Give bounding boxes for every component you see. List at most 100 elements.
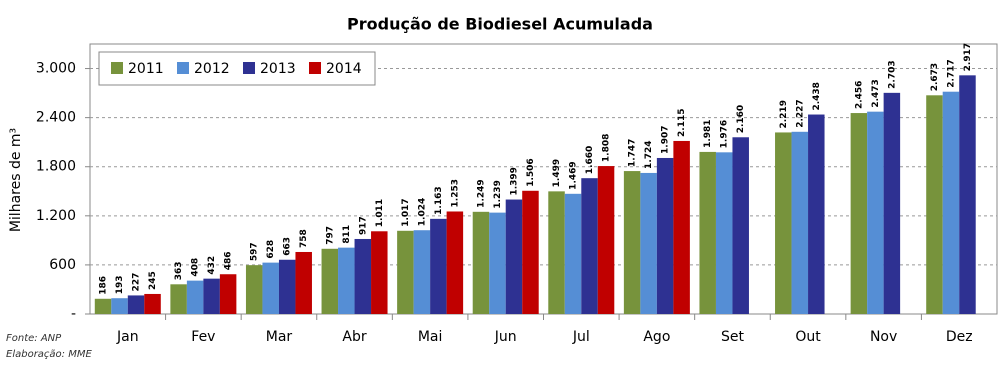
bar — [170, 284, 187, 314]
value-label: 193 — [115, 275, 125, 294]
value-label: 1.469 — [569, 161, 579, 189]
value-label: 227 — [132, 273, 142, 292]
value-label: 628 — [266, 240, 276, 259]
bar — [413, 230, 431, 314]
value-label: 1.724 — [644, 140, 654, 168]
bar — [245, 265, 263, 314]
y-tick-label: 3.000 — [36, 61, 76, 77]
x-tick-label: Nov — [870, 329, 897, 345]
y-tick-label: 1.800 — [36, 159, 76, 175]
bar — [850, 113, 868, 315]
value-label: 1.506 — [526, 158, 536, 186]
bar — [548, 191, 565, 314]
source-note: Fonte: ANP — [6, 333, 62, 344]
x-tick-label: Mar — [266, 329, 293, 345]
value-label: 1.253 — [450, 179, 460, 207]
bar — [295, 251, 312, 314]
value-label: 917 — [358, 216, 368, 235]
bar — [715, 152, 733, 314]
bar — [203, 278, 220, 314]
value-label: 2.219 — [779, 100, 789, 128]
legend-swatch — [309, 62, 321, 74]
legend-box — [98, 51, 376, 86]
value-label: 597 — [250, 242, 260, 261]
bar — [262, 262, 279, 314]
credit-note: Elaboração: MME — [6, 349, 92, 360]
x-tick-label: Out — [795, 329, 821, 345]
bar — [942, 91, 960, 314]
bar — [623, 171, 641, 314]
value-label: 1.907 — [661, 126, 671, 154]
bar — [354, 238, 372, 314]
value-label: 2.717 — [946, 59, 956, 87]
x-tick-label: Mai — [418, 329, 443, 345]
x-tick-label: Abr — [342, 329, 366, 345]
value-label: 1.017 — [401, 198, 411, 226]
bar — [775, 132, 792, 314]
value-label: 2.227 — [795, 99, 805, 127]
bar — [472, 211, 490, 314]
value-label: 432 — [207, 256, 217, 275]
chart-title: Produção de Biodiesel Acumulada — [347, 15, 653, 34]
y-tick-label: 600 — [49, 257, 76, 273]
value-label: 408 — [191, 258, 201, 277]
bar — [959, 75, 976, 314]
bar — [321, 248, 339, 314]
value-label: 758 — [299, 229, 309, 248]
value-label: 245 — [148, 271, 158, 290]
y-tick-label: 2.400 — [36, 110, 76, 126]
value-label: 363 — [174, 262, 184, 281]
bar — [732, 137, 749, 314]
legend-label: 2013 — [260, 61, 296, 77]
bar — [446, 211, 464, 314]
legend-swatch — [177, 62, 189, 74]
bar — [144, 293, 161, 314]
value-label: 1.239 — [493, 180, 503, 208]
bar — [219, 274, 237, 314]
bar — [808, 114, 825, 314]
x-tick-label: Dez — [946, 329, 973, 345]
value-label: 1.976 — [720, 120, 730, 148]
y-tick-label: 1.200 — [36, 208, 76, 224]
bar — [338, 247, 355, 314]
value-label: 2.473 — [871, 79, 881, 107]
bar — [656, 157, 674, 314]
legend-label: 2014 — [326, 61, 362, 77]
x-tick-label: Set — [721, 329, 745, 345]
value-label: 2.673 — [930, 63, 940, 91]
value-label: 1.499 — [552, 159, 562, 187]
bar — [564, 193, 582, 314]
x-tick-label: Jul — [572, 329, 590, 345]
value-label: 2.917 — [963, 43, 973, 71]
value-label: 2.456 — [854, 81, 864, 109]
bar — [673, 140, 690, 314]
bar — [186, 280, 204, 314]
value-label: 186 — [99, 276, 109, 295]
bar — [791, 131, 809, 314]
bar — [640, 172, 657, 314]
value-label: 1.747 — [628, 139, 638, 167]
value-label: 1.163 — [434, 186, 444, 214]
bar — [127, 295, 145, 314]
bar — [867, 111, 884, 314]
bar — [278, 259, 296, 314]
legend-swatch — [243, 62, 255, 74]
x-tick-label: Fev — [191, 329, 215, 345]
bar — [430, 218, 447, 314]
value-label: 1.399 — [509, 167, 519, 195]
value-label: 1.808 — [602, 134, 612, 162]
value-label: 1.981 — [703, 119, 713, 147]
bar — [489, 212, 506, 314]
value-label: 1.249 — [476, 179, 486, 207]
value-label: 1.024 — [417, 198, 427, 226]
value-label: 2.160 — [736, 105, 746, 133]
legend-label: 2012 — [194, 61, 230, 77]
value-label: 2.115 — [677, 108, 687, 136]
x-tick-label: Jun — [494, 329, 517, 345]
legend-label: 2011 — [128, 61, 164, 77]
value-label: 663 — [283, 237, 293, 256]
bar — [597, 166, 615, 314]
bar — [926, 95, 943, 314]
value-label: 1.011 — [375, 199, 385, 227]
